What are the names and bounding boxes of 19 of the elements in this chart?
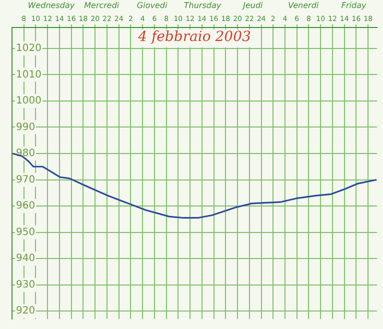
y-tick-label: 1010 xyxy=(16,69,42,80)
y-tick-label: 920 xyxy=(16,306,36,317)
text: Venerdi xyxy=(288,1,320,10)
text: Wednesday xyxy=(28,1,75,10)
text: Friday xyxy=(341,1,366,10)
y-tick-label: 1020 xyxy=(16,43,42,54)
y-tick-label: 1000 xyxy=(16,96,42,107)
text: Thursday xyxy=(184,1,222,10)
annotation: 4 febbraio 2003 xyxy=(137,29,251,46)
text: Giovedi xyxy=(136,1,168,10)
y-tick-label: 970 xyxy=(16,174,36,186)
y-tick-label: 990 xyxy=(16,122,36,133)
y-tick-label: 930 xyxy=(16,279,36,290)
text: Mercredi xyxy=(84,1,120,10)
y-tick-label: 980 xyxy=(16,148,36,160)
y-tick-label: 950 xyxy=(16,226,36,238)
y-tick-label: 940 xyxy=(16,253,36,264)
text: Jeudi xyxy=(241,1,264,10)
y-tick-label: 960 xyxy=(16,200,36,212)
